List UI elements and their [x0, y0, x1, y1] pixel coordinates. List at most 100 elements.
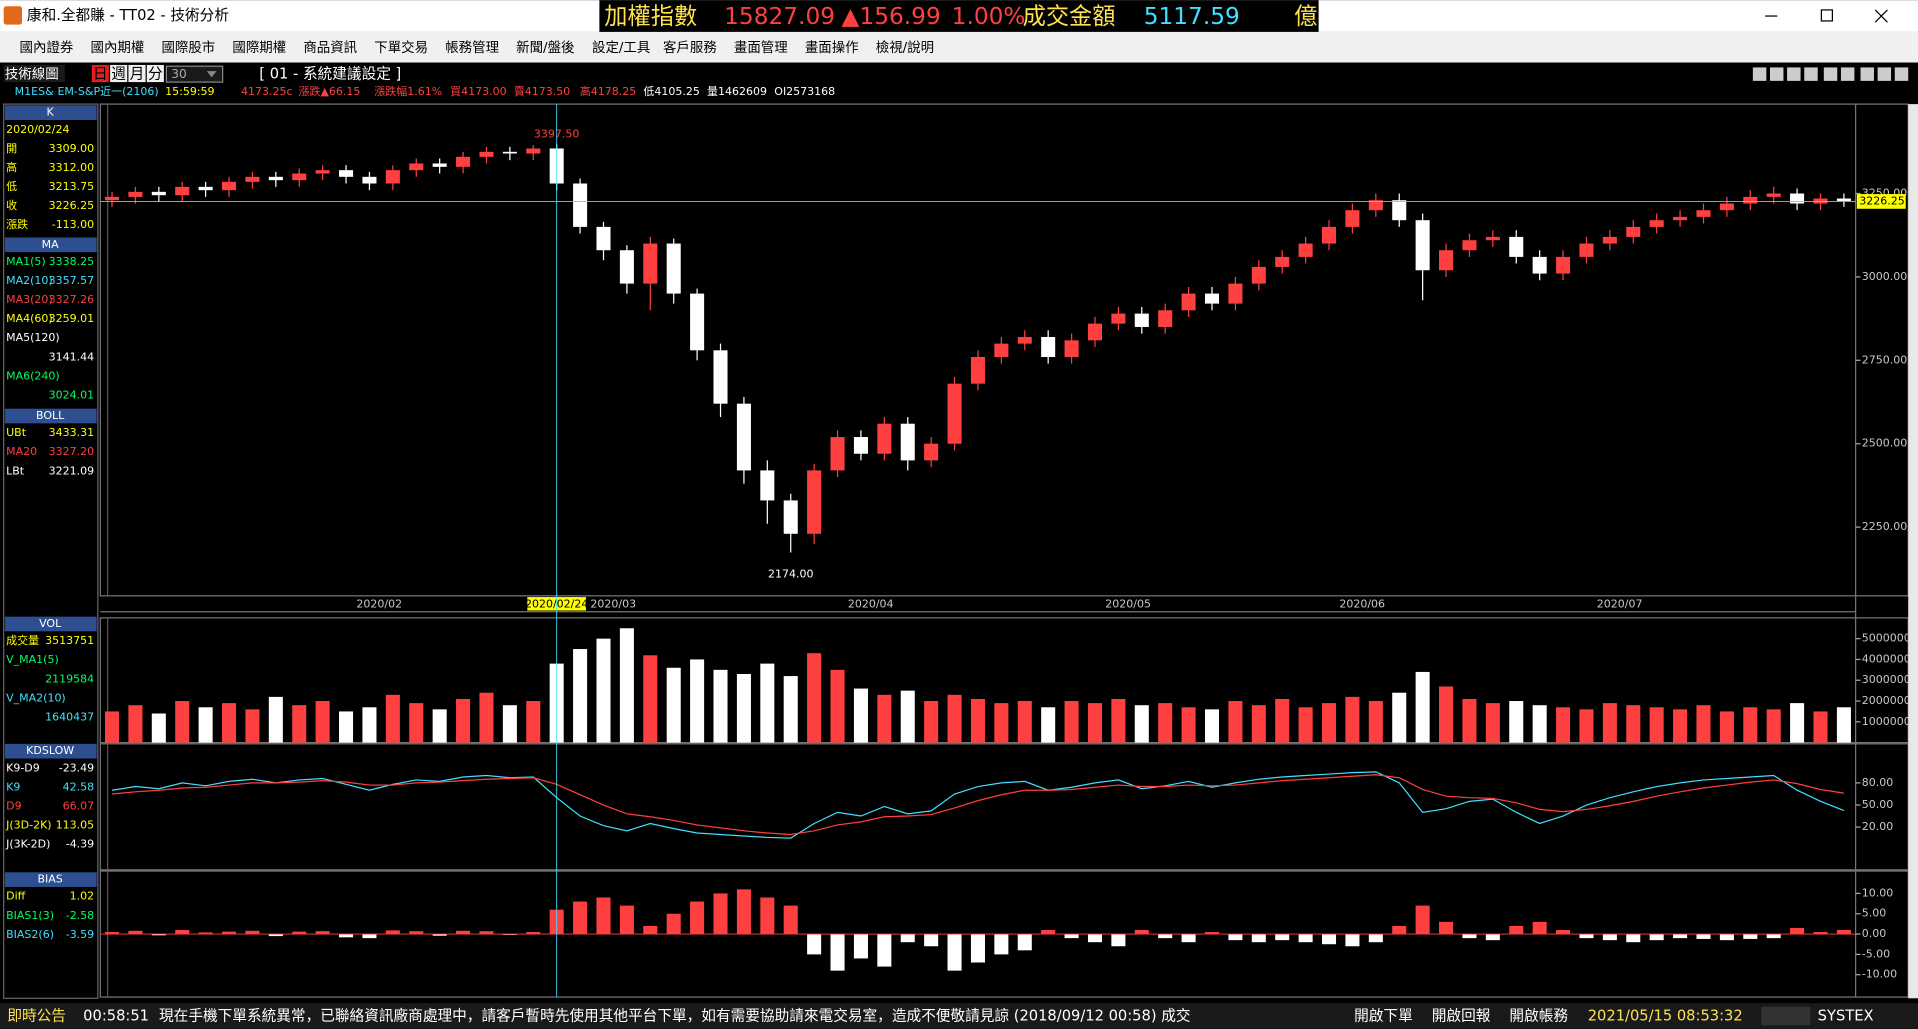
bar: [1602, 934, 1617, 941]
bar: [362, 707, 377, 743]
candle-body: [1532, 256, 1547, 274]
left-panel: [3, 103, 99, 999]
bar: [760, 897, 775, 935]
indicator-label: MA2(10): [6, 274, 53, 287]
bar: [1602, 703, 1617, 743]
y-tick-label: 50.00: [1862, 798, 1894, 811]
menu-item[interactable]: 下單交易: [374, 39, 428, 56]
menu-item[interactable]: 國內期權: [91, 40, 145, 56]
status-button[interactable]: 開啟下單: [1354, 1008, 1413, 1025]
indicator-value: 3327.20: [49, 445, 95, 458]
panel-name: 技術線圖: [5, 67, 59, 83]
series-line: [111, 771, 1845, 839]
count-select[interactable]: [165, 65, 224, 83]
quote-field: 漲跌幅1.61%: [374, 84, 442, 98]
bar: [362, 934, 377, 939]
period-selector: 日週月分: [91, 64, 164, 83]
restore-button[interactable]: [1820, 9, 1833, 22]
bar: [619, 628, 634, 743]
menu-item[interactable]: 國內證券: [20, 39, 74, 56]
indicator-label: 收: [6, 198, 17, 212]
menu: 國內證券 國內期權 國際股市 國際期權 商品資訊 下單交易 帳務管理 新聞/盤後 設定/工具 客戶…: [20, 39, 935, 56]
quote-field: 漲跌▲66.15: [298, 84, 360, 98]
chart-toolbar: [0, 63, 1918, 84]
menu-item[interactable]: 國際期權: [232, 40, 286, 56]
y-tick-label: 3000.00: [1862, 270, 1907, 283]
bar: [1251, 934, 1266, 943]
menu-item[interactable]: 帳務管理: [445, 40, 499, 56]
bar: [456, 698, 471, 743]
bar: [1204, 709, 1220, 743]
candle-body: [245, 176, 260, 182]
scrollbar[interactable]: [1908, 104, 1918, 999]
bar: [128, 705, 143, 743]
bar: [222, 703, 237, 743]
status-button[interactable]: 開啟回報: [1432, 1008, 1491, 1025]
bar: [1251, 705, 1266, 743]
indicator-value: 1640437: [45, 710, 94, 723]
bar: [947, 694, 962, 743]
ticker-change: ▲156.99: [842, 3, 941, 30]
indicator-label: LBt: [6, 464, 25, 477]
candle-body: [104, 196, 120, 201]
indicator-label: MA5(120): [6, 331, 60, 344]
bar: [690, 901, 705, 935]
menu-item[interactable]: 國際股市: [161, 39, 215, 56]
bar: [268, 934, 283, 937]
bar: [409, 931, 424, 935]
bar: [877, 934, 892, 967]
ticker-unit: 億: [1294, 3, 1317, 30]
indicator-value: 42.58: [63, 780, 95, 793]
candle-body: [385, 170, 400, 184]
menu-item[interactable]: 新聞/盤後: [516, 40, 575, 56]
bar: [1719, 711, 1734, 743]
candle-body: [1579, 243, 1594, 257]
bar: [526, 701, 541, 743]
candle-body: [760, 470, 775, 501]
bar: [198, 707, 213, 743]
period-button[interactable]: [91, 64, 109, 83]
menu-item[interactable]: 畫面操作: [805, 40, 859, 56]
candle-body: [1228, 283, 1243, 304]
bar: [666, 667, 681, 743]
bar: [245, 930, 260, 935]
bar: [619, 905, 634, 935]
bar: [432, 709, 447, 743]
bar: [877, 694, 892, 743]
candle-body: [456, 156, 471, 167]
menu-item[interactable]: 客戶服務: [663, 39, 717, 56]
candle-body: [783, 500, 798, 534]
status-button[interactable]: 開啟帳務: [1509, 1008, 1568, 1025]
menu-item[interactable]: 商品資訊: [303, 40, 357, 56]
menu-item[interactable]: 畫面管理: [734, 40, 788, 56]
candle-body: [1298, 243, 1313, 257]
quote-field: 低4105.25: [643, 85, 700, 98]
indicator-label: MA1(5): [6, 255, 46, 268]
bar: [736, 889, 751, 935]
bar: [1719, 934, 1734, 941]
period-button[interactable]: [128, 64, 146, 83]
x-tick-label: 2020/06: [1339, 597, 1385, 610]
template-name[interactable]: [ 01 - 系統建議設定 ]: [259, 65, 401, 83]
bar: [596, 897, 611, 935]
bar: [1790, 703, 1805, 743]
indicator-value: 3309.00: [49, 142, 95, 155]
candle-body: [151, 191, 166, 196]
period-button[interactable]: [110, 64, 128, 83]
bar: [175, 929, 190, 935]
bar: [339, 934, 354, 938]
candle-body: [1439, 250, 1454, 271]
bar: [385, 694, 400, 743]
menu-item[interactable]: 設定/工具: [592, 40, 650, 56]
candle-body: [526, 148, 541, 154]
candle-body: [900, 423, 915, 461]
bar: [409, 703, 424, 743]
bar: [1532, 705, 1547, 743]
candle-body: [970, 356, 985, 384]
candle-body: [1673, 216, 1688, 221]
bar: [1345, 696, 1360, 743]
period-button[interactable]: [146, 64, 164, 83]
close-button[interactable]: [1874, 9, 1888, 23]
bar: [807, 653, 822, 743]
menu-item[interactable]: 檢視/說明: [876, 39, 934, 56]
